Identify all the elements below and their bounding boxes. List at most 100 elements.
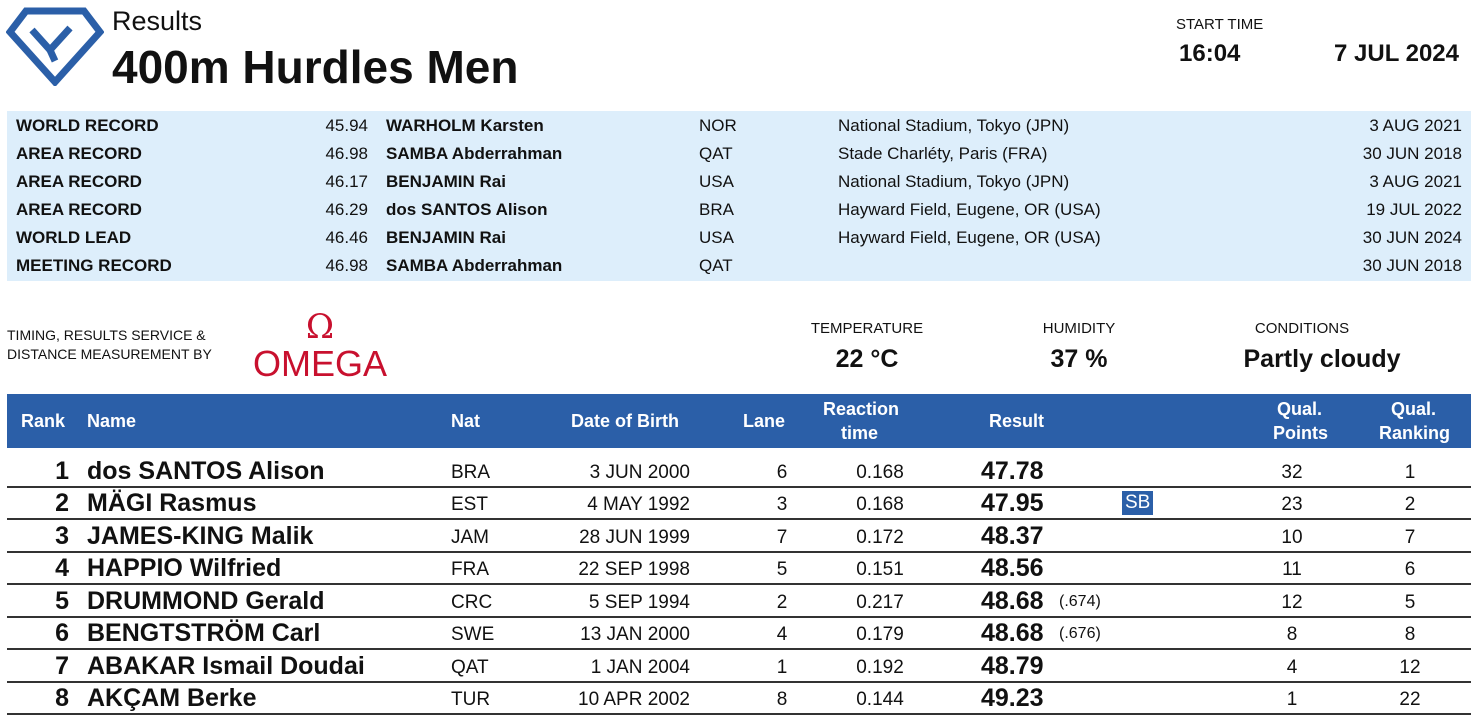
svg-text:Ω: Ω (306, 310, 334, 347)
record-mark: 46.17 (325, 172, 368, 191)
reaction-time: 0.179 (856, 624, 904, 645)
record-row: WORLD RECORD 45.94 WARHOLM Karsten NOR N… (7, 112, 1471, 140)
athlete-name: BENGTSTRÖM Carl (87, 619, 321, 647)
athlete-name: AKÇAM Berke (87, 684, 257, 712)
event-date: 7 JUL 2024 (1334, 40, 1459, 67)
athlete-dob: 3 JUN 2000 (589, 462, 690, 483)
qual-ranking: 1 (1404, 462, 1416, 483)
qual-ranking: 2 (1404, 494, 1416, 515)
result-row: 1 dos SANTOS Alison BRA 3 JUN 2000 6 0.1… (7, 456, 1471, 488)
record-row: AREA RECORD 46.17 BENJAMIN Rai USA Natio… (7, 168, 1471, 196)
result-time: 47.78 (981, 457, 1044, 485)
reaction-time: 0.217 (856, 592, 904, 613)
qual-points: 12 (1281, 592, 1303, 613)
record-mark: 46.29 (325, 200, 368, 219)
omega-wordmark: OMEGA (253, 343, 387, 380)
record-venue: Hayward Field, Eugene, OR (USA) (838, 200, 1101, 219)
event-title: 400m Hurdles Men (112, 41, 519, 93)
record-mark: 46.98 (325, 256, 368, 275)
qual-ranking: 7 (1404, 527, 1416, 548)
record-date: 30 JUN 2018 (1362, 256, 1462, 275)
record-type: AREA RECORD (16, 200, 142, 219)
conditions-value: Partly cloudy (1243, 345, 1401, 373)
record-type: WORLD RECORD (16, 116, 159, 135)
record-holder: dos SANTOS Alison (386, 200, 548, 219)
record-holder: WARHOLM Karsten (386, 116, 544, 135)
result-time: 48.68 (981, 587, 1044, 615)
athlete-lane: 3 (776, 494, 788, 515)
record-row: MEETING RECORD 46.98 SAMBA Abderrahman Q… (7, 252, 1471, 280)
start-time: 16:04 (1179, 40, 1241, 67)
record-type: AREA RECORD (16, 172, 142, 191)
athlete-nat: TUR (451, 689, 491, 710)
record-nat: QAT (699, 256, 733, 275)
athlete-name: ABAKAR Ismail Doudai (87, 652, 365, 680)
record-holder: BENJAMIN Rai (386, 228, 506, 247)
athlete-rank: 1 (55, 457, 69, 485)
athlete-dob: 28 JUN 1999 (579, 527, 690, 548)
result-row: 6 BENGTSTRÖM Carl SWE 13 JAN 2000 4 0.17… (7, 618, 1471, 650)
record-mark: 46.98 (325, 144, 368, 163)
column-header-nat: Nat (451, 411, 481, 431)
athlete-nat: BRA (451, 462, 491, 483)
timing-credit-line: DISTANCE MEASUREMENT BY (7, 346, 212, 362)
record-row: WORLD LEAD 46.46 BENJAMIN Rai USA Haywar… (7, 224, 1471, 252)
record-venue: National Stadium, Tokyo (JPN) (838, 172, 1070, 191)
season-best-badge: SB (1122, 491, 1154, 515)
humidity-value: 37 % (1050, 345, 1108, 373)
tiebreak-time: (.674) (1059, 593, 1101, 610)
column-header-reaction: Reaction (823, 399, 900, 419)
reaction-time: 0.192 (856, 657, 904, 678)
record-date: 30 JUN 2024 (1362, 228, 1462, 247)
record-row: AREA RECORD 46.98 SAMBA Abderrahman QAT … (7, 140, 1471, 168)
athlete-nat: FRA (451, 559, 489, 580)
qual-ranking: 8 (1404, 624, 1416, 645)
athlete-name: HAPPIO Wilfried (87, 554, 282, 582)
conditions-label: CONDITIONS (1254, 320, 1350, 337)
record-nat: NOR (699, 116, 737, 135)
document-type: Results (112, 6, 203, 36)
record-date: 30 JUN 2018 (1362, 144, 1462, 163)
record-date: 3 AUG 2021 (1369, 172, 1462, 191)
athlete-name: MÄGI Rasmus (87, 489, 257, 517)
athlete-nat: SWE (451, 624, 495, 645)
athlete-dob: 10 APR 2002 (578, 689, 690, 710)
omega-logo-icon: Ω OMEGA (253, 310, 387, 380)
athlete-dob: 5 SEP 1994 (588, 592, 690, 613)
record-date: 3 AUG 2021 (1369, 116, 1462, 135)
athlete-lane: 1 (776, 657, 788, 678)
athlete-dob: 13 JAN 2000 (580, 624, 690, 645)
athlete-lane: 8 (776, 689, 788, 710)
record-mark: 45.94 (325, 116, 368, 135)
qual-ranking: 22 (1399, 689, 1421, 710)
qual-points: 1 (1286, 689, 1298, 710)
record-type: MEETING RECORD (16, 256, 172, 275)
athlete-nat: JAM (451, 527, 489, 548)
qual-ranking: 6 (1404, 559, 1416, 580)
qual-points: 11 (1282, 559, 1302, 580)
result-time: 48.37 (981, 522, 1044, 550)
result-row: 8 AKÇAM Berke TUR 10 APR 2002 8 0.144 49… (7, 683, 1471, 715)
athlete-lane: 2 (776, 592, 788, 613)
qual-points: 32 (1281, 462, 1303, 483)
reaction-time: 0.168 (856, 494, 904, 515)
result-time: 48.79 (981, 652, 1044, 680)
athlete-name: JAMES-KING Malik (87, 522, 314, 550)
athlete-dob: 1 JAN 2004 (590, 657, 690, 678)
qual-points: 8 (1286, 624, 1298, 645)
record-venue: National Stadium, Tokyo (JPN) (838, 116, 1070, 135)
column-header-qual-points: Qual. (1277, 399, 1323, 419)
record-holder: SAMBA Abderrahman (386, 256, 563, 275)
athlete-nat: EST (451, 494, 488, 515)
athlete-lane: 5 (776, 559, 788, 580)
athlete-dob: 4 MAY 1992 (587, 494, 690, 515)
column-header-qual-ranking: Qual. (1391, 399, 1437, 419)
record-row: AREA RECORD 46.29 dos SANTOS Alison BRA … (7, 196, 1471, 224)
athlete-rank: 5 (55, 587, 69, 615)
results-table-header: Rank Name Nat Date of Birth Lane Reactio… (7, 394, 1471, 448)
result-row: 4 HAPPIO Wilfried FRA 22 SEP 1998 5 0.15… (7, 553, 1471, 585)
column-header-rank: Rank (21, 411, 66, 431)
athlete-rank: 4 (55, 554, 69, 582)
record-nat: QAT (699, 144, 733, 163)
result-time: 47.95 (981, 489, 1044, 517)
